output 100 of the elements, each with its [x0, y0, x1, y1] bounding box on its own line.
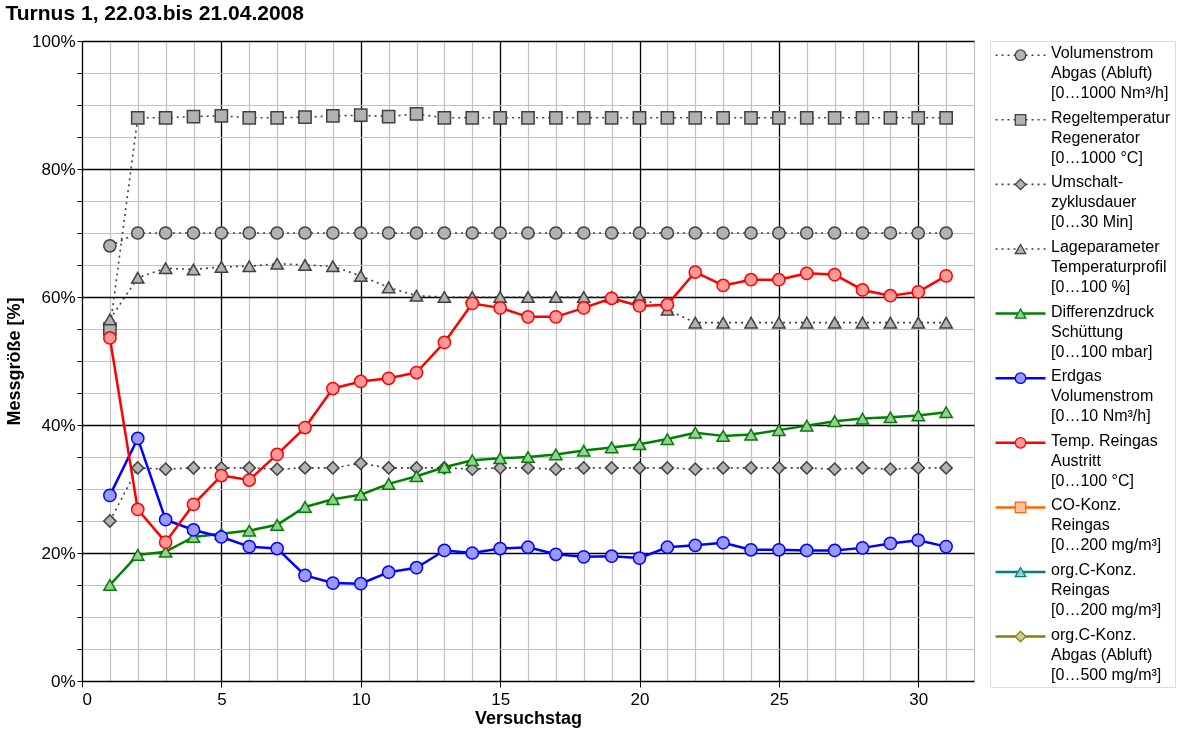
point: [883, 226, 898, 240]
point: [353, 488, 368, 501]
point: [242, 524, 257, 537]
point: [939, 539, 953, 554]
point: [270, 447, 284, 462]
point: [298, 420, 312, 435]
point: [103, 313, 117, 326]
point: [883, 316, 898, 329]
point: [242, 110, 257, 125]
point: [660, 461, 675, 475]
point: [799, 226, 814, 240]
point: [521, 290, 535, 304]
point: [855, 316, 870, 329]
point: [298, 110, 312, 125]
point: [576, 110, 591, 125]
point: [632, 551, 647, 565]
point: [688, 538, 703, 553]
point: [465, 546, 480, 560]
legend-label: Umschalt- zyklusdauer [0…30 Min]: [1051, 173, 1138, 231]
point: [772, 461, 786, 475]
point: [214, 260, 229, 273]
point: [326, 493, 340, 506]
point: [409, 365, 424, 380]
point: [242, 226, 257, 240]
point: [214, 226, 229, 240]
point: [799, 419, 814, 432]
point: [186, 497, 201, 512]
point: [130, 226, 145, 240]
point: [353, 226, 368, 240]
point: [353, 108, 368, 123]
point: [186, 263, 201, 276]
point: [576, 549, 591, 564]
point: [130, 431, 145, 446]
point: [827, 462, 842, 477]
point: [270, 226, 284, 240]
point: [381, 565, 396, 580]
point: [604, 226, 619, 240]
point: [521, 226, 535, 240]
point: [549, 547, 563, 562]
point: [799, 543, 814, 558]
point: [130, 110, 145, 125]
point: [716, 316, 730, 329]
point: [855, 461, 870, 475]
point: [381, 477, 396, 490]
point: [549, 226, 563, 240]
point: [270, 541, 284, 556]
point: [465, 454, 480, 467]
legend-label: Erdgas Volumenstrom [0…10 Nm³/h]: [1051, 367, 1154, 425]
point: [186, 109, 201, 124]
point: [688, 462, 703, 477]
point: [493, 110, 507, 125]
point: [353, 456, 368, 471]
x-tick-label: 25: [769, 689, 789, 709]
point: [660, 433, 675, 446]
point: [326, 226, 340, 240]
point: [604, 110, 619, 125]
point: [130, 271, 145, 284]
legend-label: Volumenstrom Abgas (Abluft) [0…1000 Nm³/h]: [1051, 44, 1169, 102]
point: [493, 541, 507, 556]
point: [521, 461, 535, 475]
point: [381, 226, 396, 240]
point: [716, 226, 730, 240]
point: [465, 226, 480, 240]
point: [549, 290, 563, 304]
point: [772, 316, 786, 329]
point: [103, 238, 117, 253]
point: [326, 381, 340, 396]
point: [883, 411, 898, 424]
point: [744, 461, 758, 475]
x-tick-label: 30: [909, 689, 929, 709]
y-axis-title: Messgröße [%]: [4, 297, 25, 426]
point: [827, 267, 842, 282]
point: [855, 541, 870, 555]
point: [214, 468, 229, 483]
point: [855, 110, 870, 125]
point: [353, 269, 368, 282]
point: [716, 535, 730, 550]
point: [827, 110, 842, 125]
x-tick-label: 10: [351, 689, 371, 709]
point: [744, 272, 758, 287]
point: [799, 461, 814, 475]
point: [855, 283, 870, 297]
legend-label: Temp. Reingas Austritt [0…100 °C]: [1051, 431, 1158, 489]
point: [604, 461, 619, 475]
point: [939, 110, 953, 125]
point: [632, 226, 647, 240]
point: [939, 406, 953, 419]
point: [465, 110, 480, 125]
legend-label: org.C-Konz. Abgas (Abluft) [0…500 mg/m³]: [1051, 625, 1162, 683]
point: [326, 109, 340, 123]
x-tick-label: 5: [217, 689, 227, 709]
point: [270, 110, 284, 125]
point: [298, 258, 312, 272]
point: [437, 335, 452, 350]
point: [716, 278, 730, 293]
point: [242, 473, 257, 487]
point: [799, 316, 814, 329]
point: [130, 502, 145, 517]
point: [883, 110, 898, 125]
point: [660, 110, 675, 125]
